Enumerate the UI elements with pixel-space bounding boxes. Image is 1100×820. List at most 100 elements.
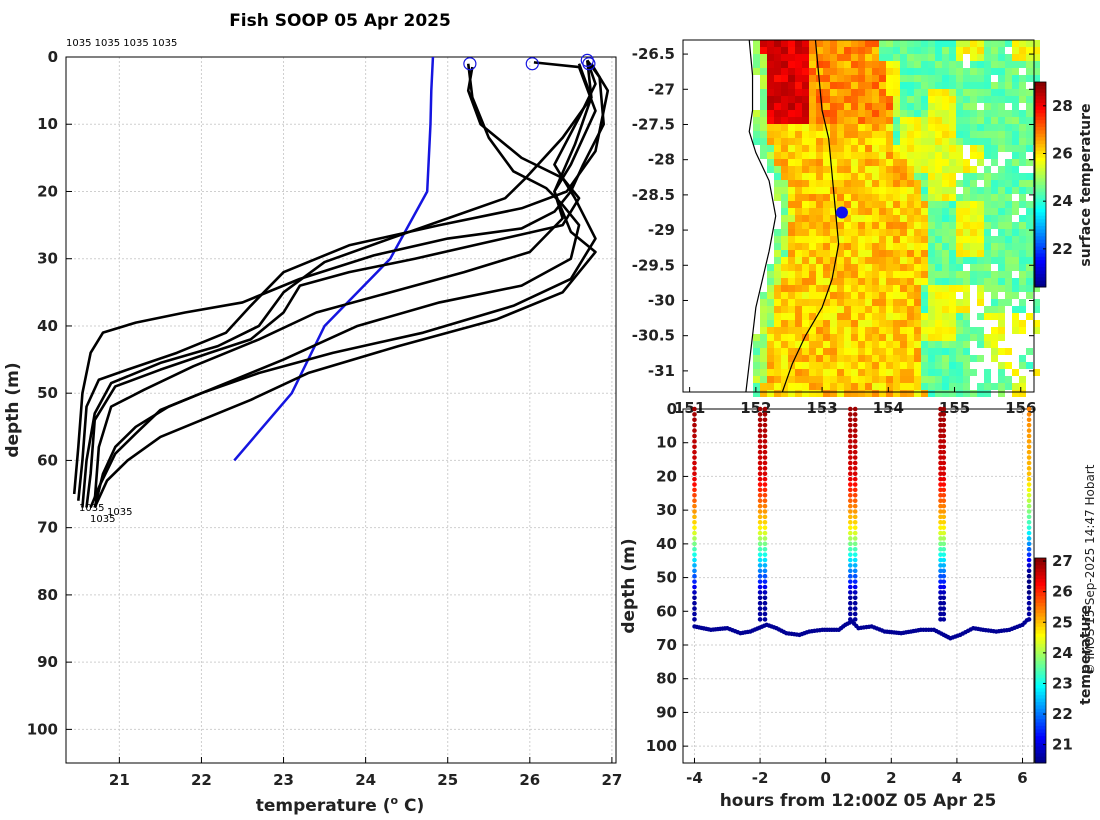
depth-time-y-tick-label: 60 <box>656 602 677 620</box>
sst-cell <box>837 61 844 68</box>
sst-cell <box>914 369 921 376</box>
depth-time-point <box>1026 563 1032 568</box>
sst-cell <box>956 348 963 355</box>
sst-cell <box>872 180 879 187</box>
sst-cell <box>928 145 935 152</box>
temperature-colorbar-segment <box>1035 732 1046 737</box>
depth-time-point <box>847 406 853 412</box>
depth-time-point <box>692 600 697 606</box>
sst-cell <box>928 243 935 250</box>
profile-y-tick-label: 80 <box>37 586 58 604</box>
sst-cell <box>781 166 788 173</box>
sst-cell <box>963 96 970 103</box>
sst-cell <box>991 152 998 159</box>
sst-cell <box>1012 117 1019 124</box>
sst-cell <box>949 103 956 110</box>
sst-cell <box>886 327 893 334</box>
sst-cell <box>900 47 907 54</box>
sst-cell <box>942 166 949 173</box>
sst-cell <box>900 383 907 390</box>
depth-time-point <box>852 541 858 547</box>
depth-time-point <box>852 573 858 579</box>
sst-cell <box>956 257 963 264</box>
sst-cell <box>816 117 823 124</box>
sst-cell <box>928 278 935 285</box>
sst-cell <box>935 222 942 229</box>
depth-time-point <box>757 417 763 423</box>
sst-cell <box>893 215 900 222</box>
sst-cell <box>830 124 837 131</box>
sst-cell <box>921 131 928 138</box>
sst-cell <box>872 103 879 110</box>
sst-cell <box>1026 68 1033 75</box>
sst-cell <box>935 229 942 236</box>
sst-cell <box>970 208 977 215</box>
sst-cell <box>907 96 914 103</box>
sst-colorbar-segment <box>1035 164 1046 168</box>
sst-cell <box>879 285 886 292</box>
sst-cell <box>795 278 802 285</box>
sst-cell <box>921 180 928 187</box>
depth-time-point <box>847 449 853 455</box>
sst-cell <box>1012 264 1019 271</box>
sst-cell <box>872 117 879 124</box>
depth-time-point <box>938 439 943 444</box>
sst-cell <box>858 250 865 257</box>
sst-cell <box>1026 103 1033 110</box>
sst-cell <box>956 236 963 243</box>
sst-cell <box>928 292 935 299</box>
depth-time-point <box>692 557 697 563</box>
sst-cell <box>795 390 802 397</box>
sst-cell <box>879 243 886 250</box>
sst-cell <box>900 292 907 299</box>
sst-cell <box>858 68 865 75</box>
temperature-colorbar-segment <box>1035 660 1046 665</box>
sst-cell <box>795 229 802 236</box>
sst-cell <box>949 222 956 229</box>
sst-cell <box>921 243 928 250</box>
sst-cell <box>816 292 823 299</box>
sst-cell <box>767 61 774 68</box>
sst-cell <box>963 257 970 264</box>
sst-cell <box>795 236 802 243</box>
sst-cell <box>998 348 1005 355</box>
sst-cell <box>844 243 851 250</box>
sst-cell <box>1012 292 1019 299</box>
sst-cell <box>858 166 865 173</box>
sst-cell <box>914 348 921 355</box>
sst-cell <box>886 208 893 215</box>
depth-time-point <box>757 439 763 444</box>
sst-cell <box>963 215 970 222</box>
sst-cell <box>851 376 858 383</box>
sst-cell <box>921 96 928 103</box>
depth-time-point <box>1026 509 1032 514</box>
sst-cell <box>963 82 970 89</box>
sst-cell <box>949 348 956 355</box>
depth-time-point <box>1026 444 1032 450</box>
depth-time-point <box>852 546 858 552</box>
sst-cell <box>753 68 760 75</box>
sst-cell <box>865 138 872 145</box>
profile-y-tick-label: 60 <box>37 451 58 469</box>
depth-time-point <box>757 455 763 460</box>
sst-cell <box>753 334 760 341</box>
sst-cell <box>949 152 956 159</box>
sst-cell <box>802 68 809 75</box>
sst-cell <box>837 257 844 264</box>
sst-cell <box>991 278 998 285</box>
sst-cell <box>816 222 823 229</box>
sst-colorbar-segment <box>1035 157 1046 162</box>
sst-cell <box>774 334 781 341</box>
sst-cell <box>942 208 949 215</box>
sst-cell <box>865 376 872 383</box>
sst-cell <box>1019 40 1026 47</box>
sst-cell <box>858 264 865 271</box>
sst-cell <box>788 208 795 215</box>
sst-colorbar-segment <box>1035 232 1046 237</box>
sst-cell <box>879 264 886 271</box>
sst-cell <box>928 201 935 208</box>
sst-cell <box>774 229 781 236</box>
sst-cell <box>935 40 942 47</box>
sst-cell <box>970 40 977 47</box>
